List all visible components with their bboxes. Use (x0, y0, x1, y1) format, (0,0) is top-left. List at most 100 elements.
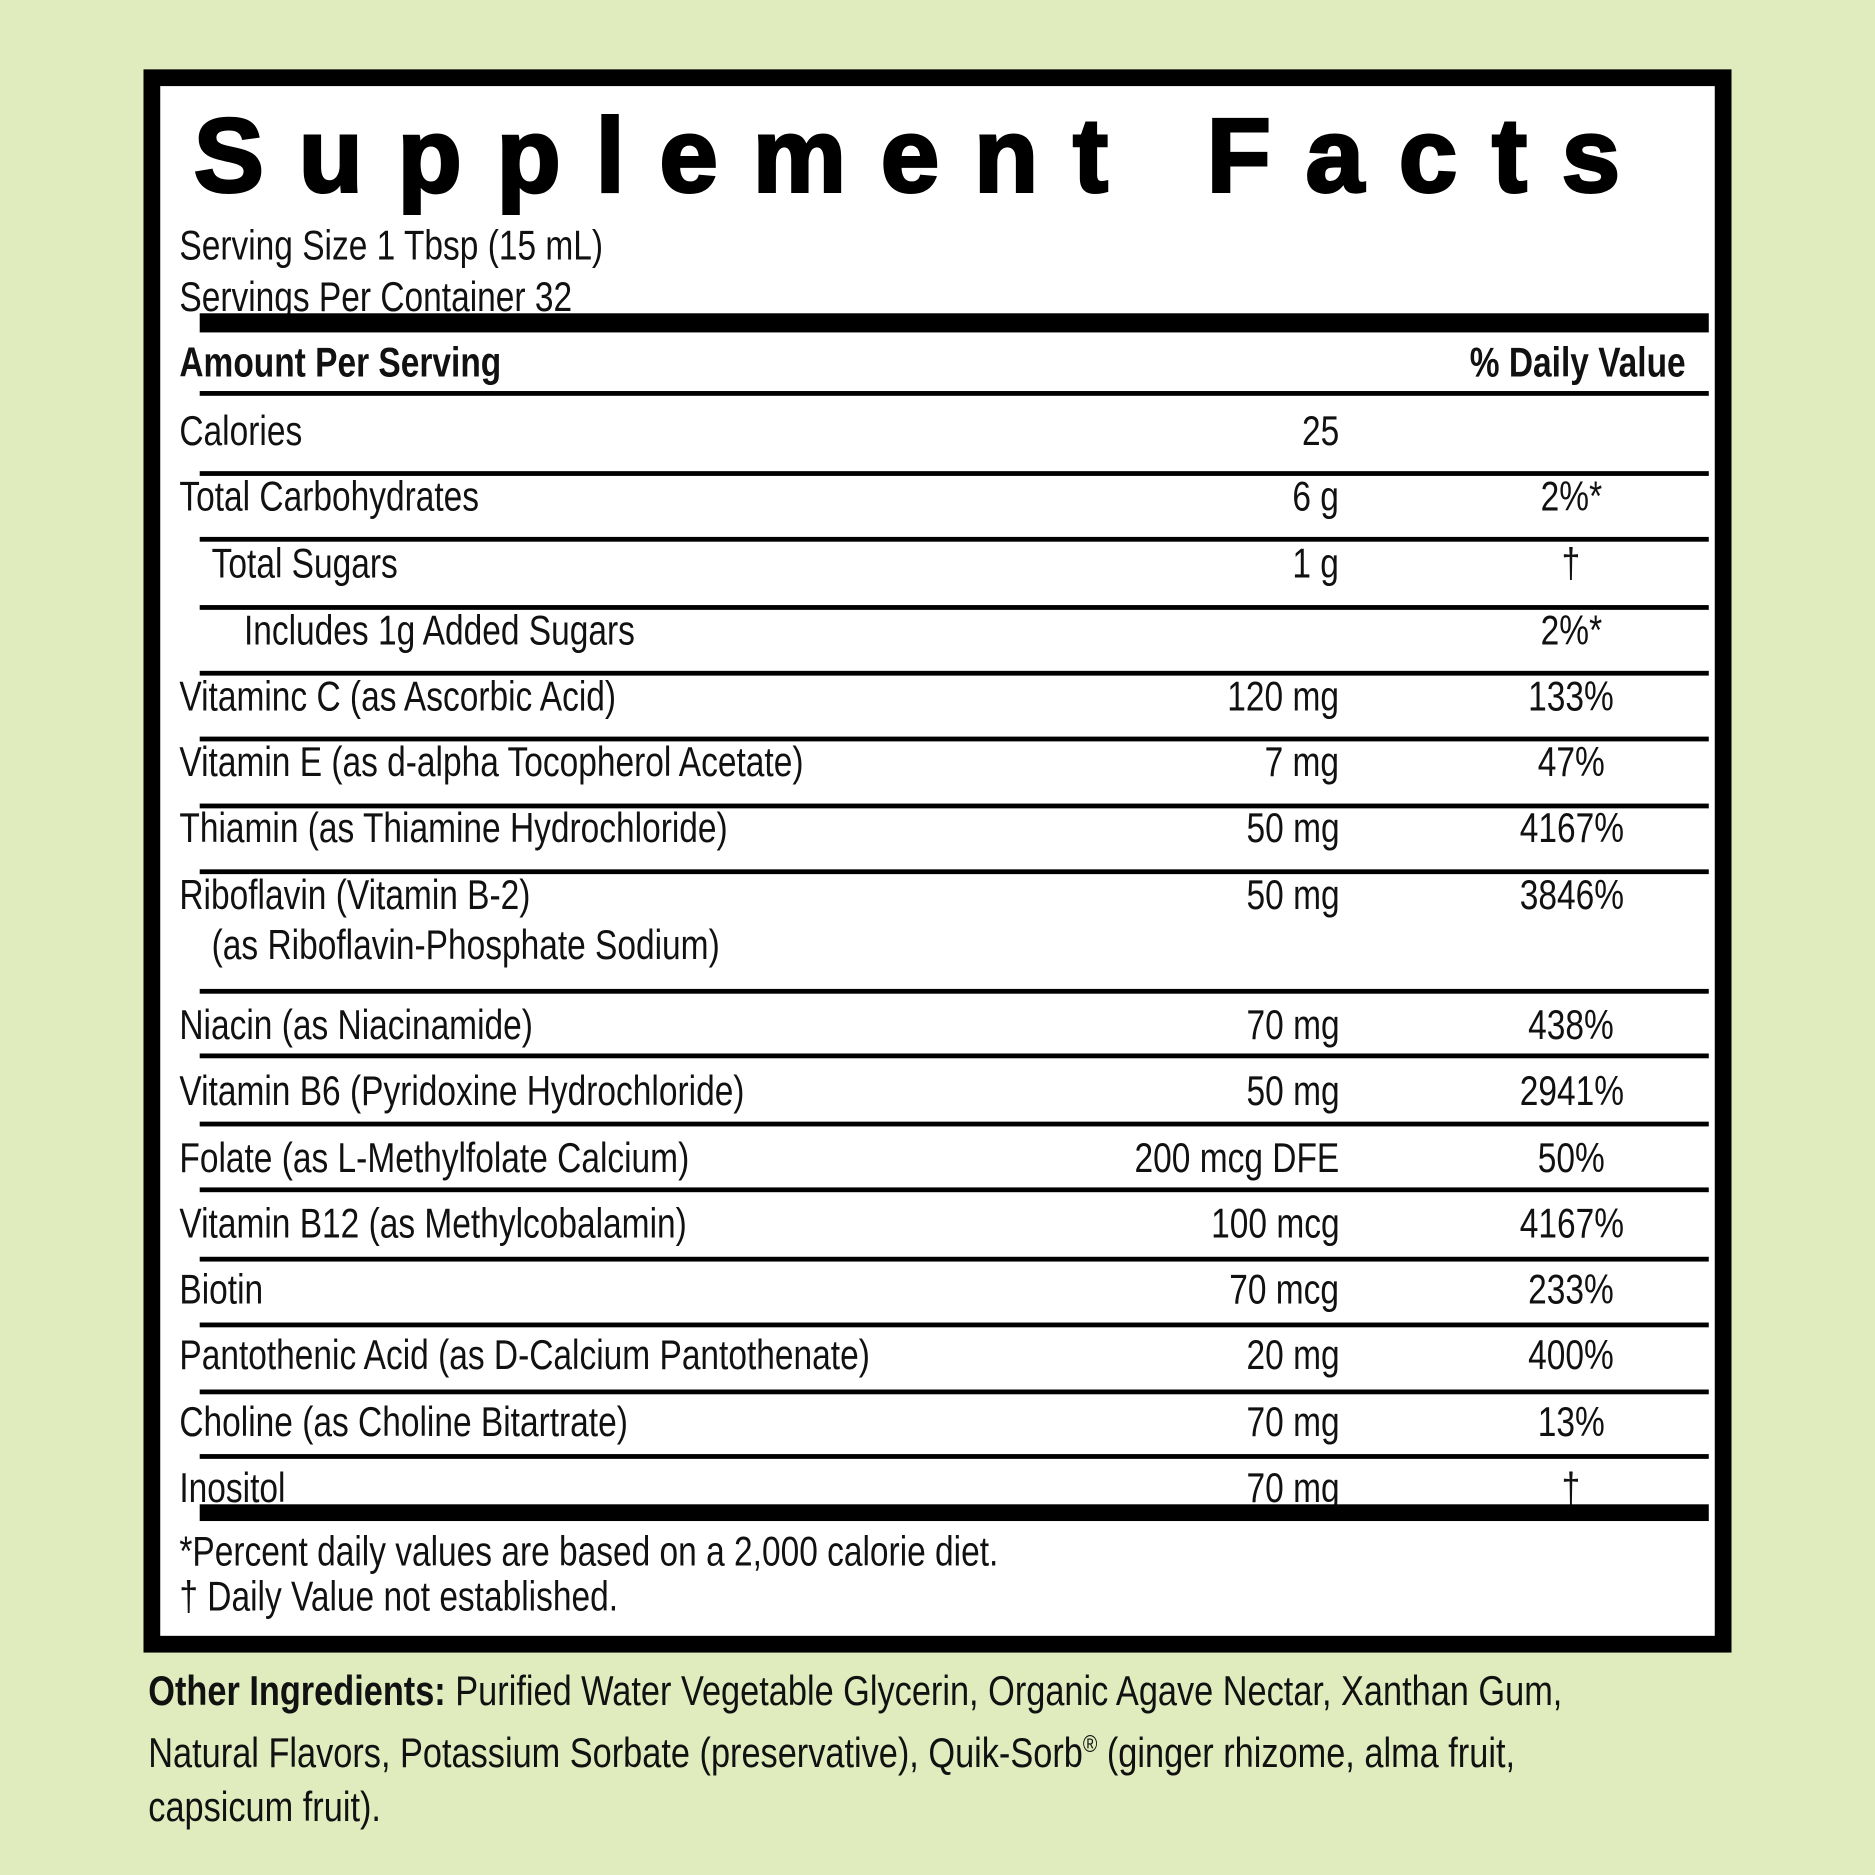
nutrient-name: Vitamin B6 (Pyridoxine Hydrochloride) (179, 1067, 745, 1115)
footnote-text: *Percent daily values are based on a 2,0… (179, 1528, 999, 1575)
registered-mark: ® (1082, 1731, 1098, 1758)
nutrient-daily-value: 2%* (1540, 473, 1602, 521)
nutrient-amount: 70 mg (1246, 1399, 1340, 1446)
ingredients-list: Purified Water Vegetable Glycerin, Organ… (148, 1668, 1563, 1777)
servings-per-container: Servings Per Container 32 (179, 274, 670, 322)
nutrient-amount: 70 mcg (1229, 1266, 1340, 1313)
divider (199, 869, 1709, 875)
serving-size: Serving Size 1 Tbsp (15 mL) (179, 222, 709, 270)
nutrient-name: Pantothenic Acid (as D-Calcium Pantothen… (179, 1332, 870, 1379)
daily-value-heading: % Daily Value (1470, 339, 1687, 387)
nutrient-row: Biotin 70 mcg 233% (160, 1266, 1715, 1314)
nutrient-row: Pantothenic Acid (as D-Calcium Pantothen… (160, 1332, 1715, 1380)
nutrient-name: Vitaminc C (as Ascorbic Acid) (179, 673, 617, 720)
nutrient-row: Vitamin B12 (as Methylcobalamin) 100 mcg 4… (160, 1201, 1715, 1249)
nutrient-amount: 120 mg (1227, 673, 1340, 720)
nutrient-amount: 50 mg (1246, 871, 1340, 919)
nutrient-source: (as Riboflavin-Phosphate Sodium) (211, 921, 720, 969)
nutrient-name: Thiamin (as Thiamine Hydrochloride) (179, 804, 728, 852)
other-ingredients: Other Ingredients: Purified Water Vegeta… (148, 1665, 1703, 1834)
divider (199, 471, 1709, 476)
nutrient-amount: 7 mg (1264, 738, 1340, 786)
divider (199, 536, 1709, 542)
footnote-text: † Daily Value not established. (179, 1573, 619, 1621)
nutrient-name: Vitamin B12 (as Methylcobalamin) (179, 1200, 687, 1248)
nutrient-row: Choline (as Choline Bitartrate) 70 mg 13% (160, 1399, 1715, 1447)
nutrient-daily-value: 3846% (1519, 871, 1624, 919)
nutrient-row: Total Sugars 1 g † (160, 540, 1715, 588)
divider (199, 1322, 1709, 1328)
nutrient-name: Total Sugars (211, 540, 398, 588)
ingredients-list-end: (ginger rhizome, alma fruit, capsicum fr… (148, 1729, 1516, 1831)
nutrient-amount: 70 mg (1246, 1002, 1340, 1049)
nutrient-name: Vitamin E (as d-alpha Tocopherol Acetate… (179, 738, 804, 786)
nutrient-name: Choline (as Choline Bitartrate) (179, 1399, 628, 1446)
other-ingredients-label: Other Ingredients: (148, 1668, 446, 1715)
nutrient-amount: 20 mg (1246, 1332, 1340, 1379)
divider (199, 391, 1709, 396)
nutrient-daily-value: 50% (1537, 1134, 1605, 1182)
panel-title: Supplement Facts (192, 95, 1655, 215)
nutrient-row: Riboflavin (Vitamin B-2) (as Riboflavin-P… (160, 871, 1715, 969)
nutrient-amount: 25 (1302, 407, 1340, 455)
divider (199, 803, 1709, 809)
nutrient-row: Vitamin B6 (Pyridoxine Hydrochloride) 50 … (160, 1068, 1715, 1116)
nutrient-row: Total Carbohydrates 6 g 2%* (160, 474, 1715, 522)
nutrient-name: Niacin (as Niacinamide) (179, 1002, 533, 1049)
nutrient-daily-value: † (1561, 1464, 1581, 1512)
divider (199, 736, 1709, 742)
nutrient-amount: 50 mg (1246, 1067, 1340, 1115)
thick-divider (199, 313, 1709, 333)
nutrient-row: Niacin (as Niacinamide) 70 mg 438% (160, 1002, 1715, 1050)
footnote: † Daily Value not established. (160, 1574, 1715, 1622)
nutrient-daily-value: 2%* (1540, 607, 1602, 655)
nutrient-daily-value: 438% (1528, 1002, 1615, 1049)
nutrient-daily-value: 4167% (1519, 1200, 1624, 1248)
other-ingredients-text: Other Ingredients: Purified Water Vegeta… (148, 1665, 1619, 1834)
divider (199, 1256, 1709, 1262)
nutrient-daily-value: 47% (1537, 738, 1605, 786)
divider (199, 670, 1709, 676)
nutrient-daily-value: † (1561, 540, 1581, 588)
divider (199, 1187, 1709, 1193)
nutrient-name: Inositol (179, 1464, 286, 1512)
nutrient-amount: 6 g (1292, 473, 1340, 521)
nutrient-name: Riboflavin (Vitamin B-2) (179, 871, 531, 919)
nutrient-daily-value: 2941% (1519, 1067, 1624, 1115)
thick-divider (199, 1504, 1709, 1522)
supplement-facts-panel: Supplement Facts Serving Size 1 Tbsp (15… (143, 69, 1732, 1653)
column-header: Amount Per Serving % Daily Value (160, 340, 1715, 388)
nutrient-amount: 100 mcg (1210, 1200, 1340, 1248)
serving-size-text: Serving Size 1 Tbsp (15 mL) (179, 222, 604, 270)
footnote: *Percent daily values are based on a 2,0… (160, 1528, 1715, 1576)
divider (199, 1053, 1709, 1059)
nutrient-amount: 70 mg (1246, 1464, 1340, 1512)
amount-per-serving-heading: Amount Per Serving (179, 339, 502, 387)
servings-per-container-text: Servings Per Container 32 (179, 273, 573, 321)
nutrient-name: Total Carbohydrates (179, 473, 480, 521)
nutrient-amount: 200 mcg DFE (1134, 1134, 1340, 1182)
nutrient-row: Thiamin (as Thiamine Hydrochloride) 50 mg… (160, 805, 1715, 853)
nutrient-name: Calories (179, 407, 303, 455)
divider (199, 988, 1709, 994)
nutrient-row: Vitamin E (as d-alpha Tocopherol Acetate… (160, 739, 1715, 787)
divider (199, 605, 1709, 610)
nutrient-name: Includes 1g Added Sugars (243, 607, 635, 655)
nutrient-name: Biotin (179, 1266, 264, 1313)
nutrient-daily-value: 133% (1528, 673, 1615, 720)
nutrient-row: Includes 1g Added Sugars 2%* (160, 607, 1715, 655)
nutrient-row: Vitaminc C (as Ascorbic Acid) 120 mg 133% (160, 673, 1715, 721)
nutrient-row: Folate (as L-Methylfolate Calcium) 200 mc… (160, 1135, 1715, 1183)
nutrient-amount: 50 mg (1246, 804, 1340, 852)
nutrient-name: Folate (as L-Methylfolate Calcium) (179, 1134, 690, 1182)
nutrient-daily-value: 4167% (1519, 804, 1624, 852)
divider (199, 1121, 1709, 1127)
divider (199, 1454, 1709, 1459)
nutrient-amount: 1 g (1292, 540, 1340, 588)
nutrient-daily-value: 233% (1528, 1266, 1615, 1313)
nutrient-row: Inositol 70 mg † (160, 1465, 1715, 1513)
nutrient-row: Calories 25 (160, 408, 1715, 456)
divider (199, 1389, 1709, 1395)
nutrient-daily-value: 400% (1528, 1332, 1615, 1379)
